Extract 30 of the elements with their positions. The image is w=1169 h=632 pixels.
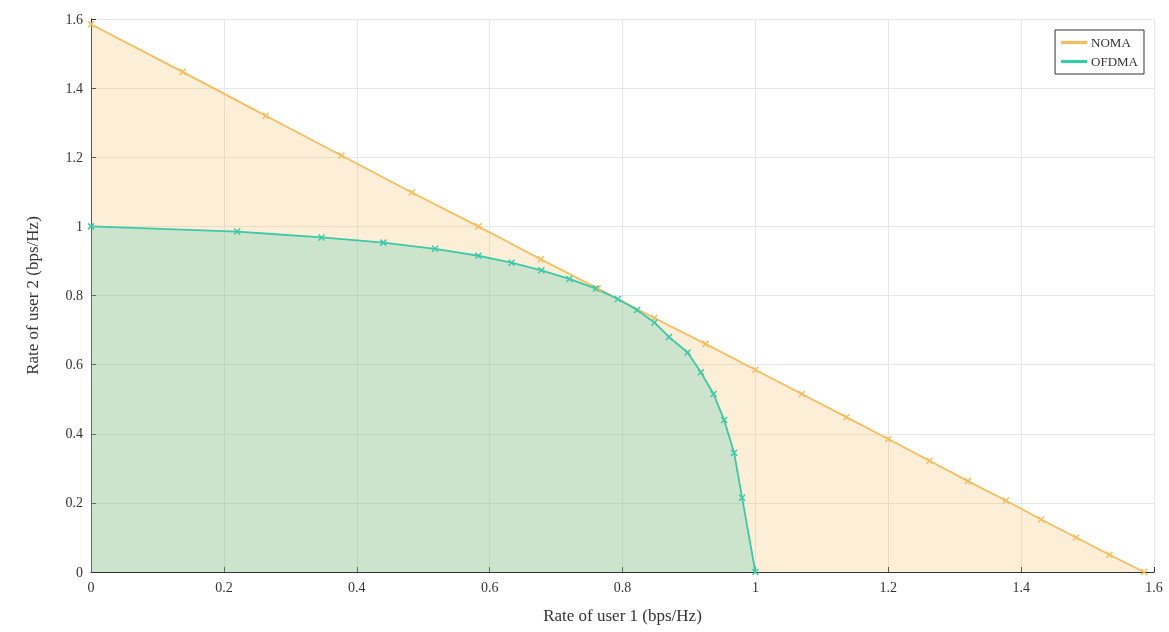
- y-tick-label: 0.4: [65, 426, 83, 442]
- point: [261, 112, 270, 120]
- y-tick-label: 0.8: [65, 288, 83, 303]
- x-tick-label: 0.2: [215, 579, 233, 595]
- point: [1140, 568, 1148, 576]
- x-axis-title: Rate of user 1 (bps/Hz): [543, 606, 702, 625]
- legend-label: NOMA: [1091, 35, 1132, 50]
- y-tick-label: 1: [76, 218, 83, 234]
- point: [431, 245, 439, 253]
- x-tick-label: 1.4: [1012, 579, 1030, 595]
- y-tick-label: 0.6: [65, 357, 83, 373]
- legend-label: OFDMA: [1091, 54, 1139, 69]
- x-tick-label: 0.8: [613, 579, 632, 595]
- y-axis-title: Rate of user 2 (bps/Hz): [23, 216, 42, 375]
- point: [537, 255, 545, 263]
- y-tick-label: 1.6: [65, 11, 83, 27]
- x-tick-label: 1.2: [879, 579, 897, 595]
- y-tick-label: 1.4: [65, 80, 83, 96]
- point: [665, 333, 673, 341]
- x-tick-label: 0: [87, 579, 95, 595]
- y-tick-label: 0.2: [65, 495, 83, 511]
- y-tick-label: 1.2: [65, 149, 83, 165]
- x-tick-label: 1: [751, 579, 759, 595]
- x-tick-label: 0.4: [348, 579, 366, 595]
- y-tick-label: 0: [76, 564, 83, 580]
- x-tick-label: 0.6: [480, 579, 499, 595]
- point: [317, 233, 326, 242]
- point: [337, 151, 346, 160]
- x-tick-label: 1.6: [1145, 579, 1163, 595]
- point: [474, 222, 483, 231]
